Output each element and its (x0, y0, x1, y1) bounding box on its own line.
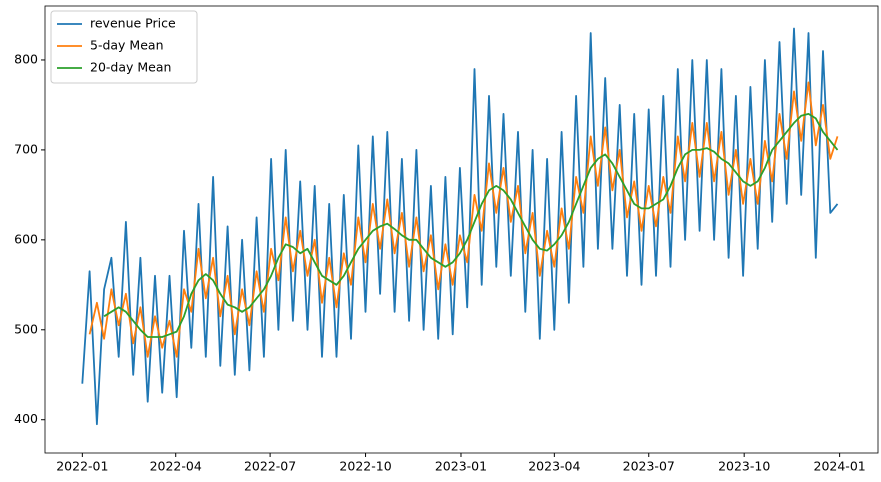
x-tick-label: 2022-04 (150, 459, 202, 474)
legend-box (50, 10, 198, 84)
legend-label: 5-day Mean (90, 38, 164, 53)
x-tick-label: 2023-10 (718, 459, 770, 474)
x-tick-label: 2023-01 (435, 459, 487, 474)
y-tick-label: 400 (14, 411, 38, 426)
x-tick-label: 2022-10 (339, 459, 391, 474)
plot-frame (44, 5, 879, 454)
x-tick-label: 2023-07 (623, 459, 675, 474)
x-tick-label: 2022-07 (244, 459, 296, 474)
y-tick-label: 700 (14, 141, 38, 156)
series-line (88, 81, 839, 358)
y-tick-label: 500 (14, 321, 38, 336)
series-line (103, 113, 839, 338)
legend-label: revenue Price (90, 16, 176, 31)
y-tick-label: 800 (14, 51, 38, 66)
series-line (81, 27, 839, 426)
legend-label: 20-day Mean (90, 60, 171, 75)
x-tick-label: 2022-01 (56, 459, 108, 474)
x-tick-label: 2024-01 (814, 459, 866, 474)
y-tick-label: 600 (14, 231, 38, 246)
x-tick-label: 2023-04 (528, 459, 580, 474)
